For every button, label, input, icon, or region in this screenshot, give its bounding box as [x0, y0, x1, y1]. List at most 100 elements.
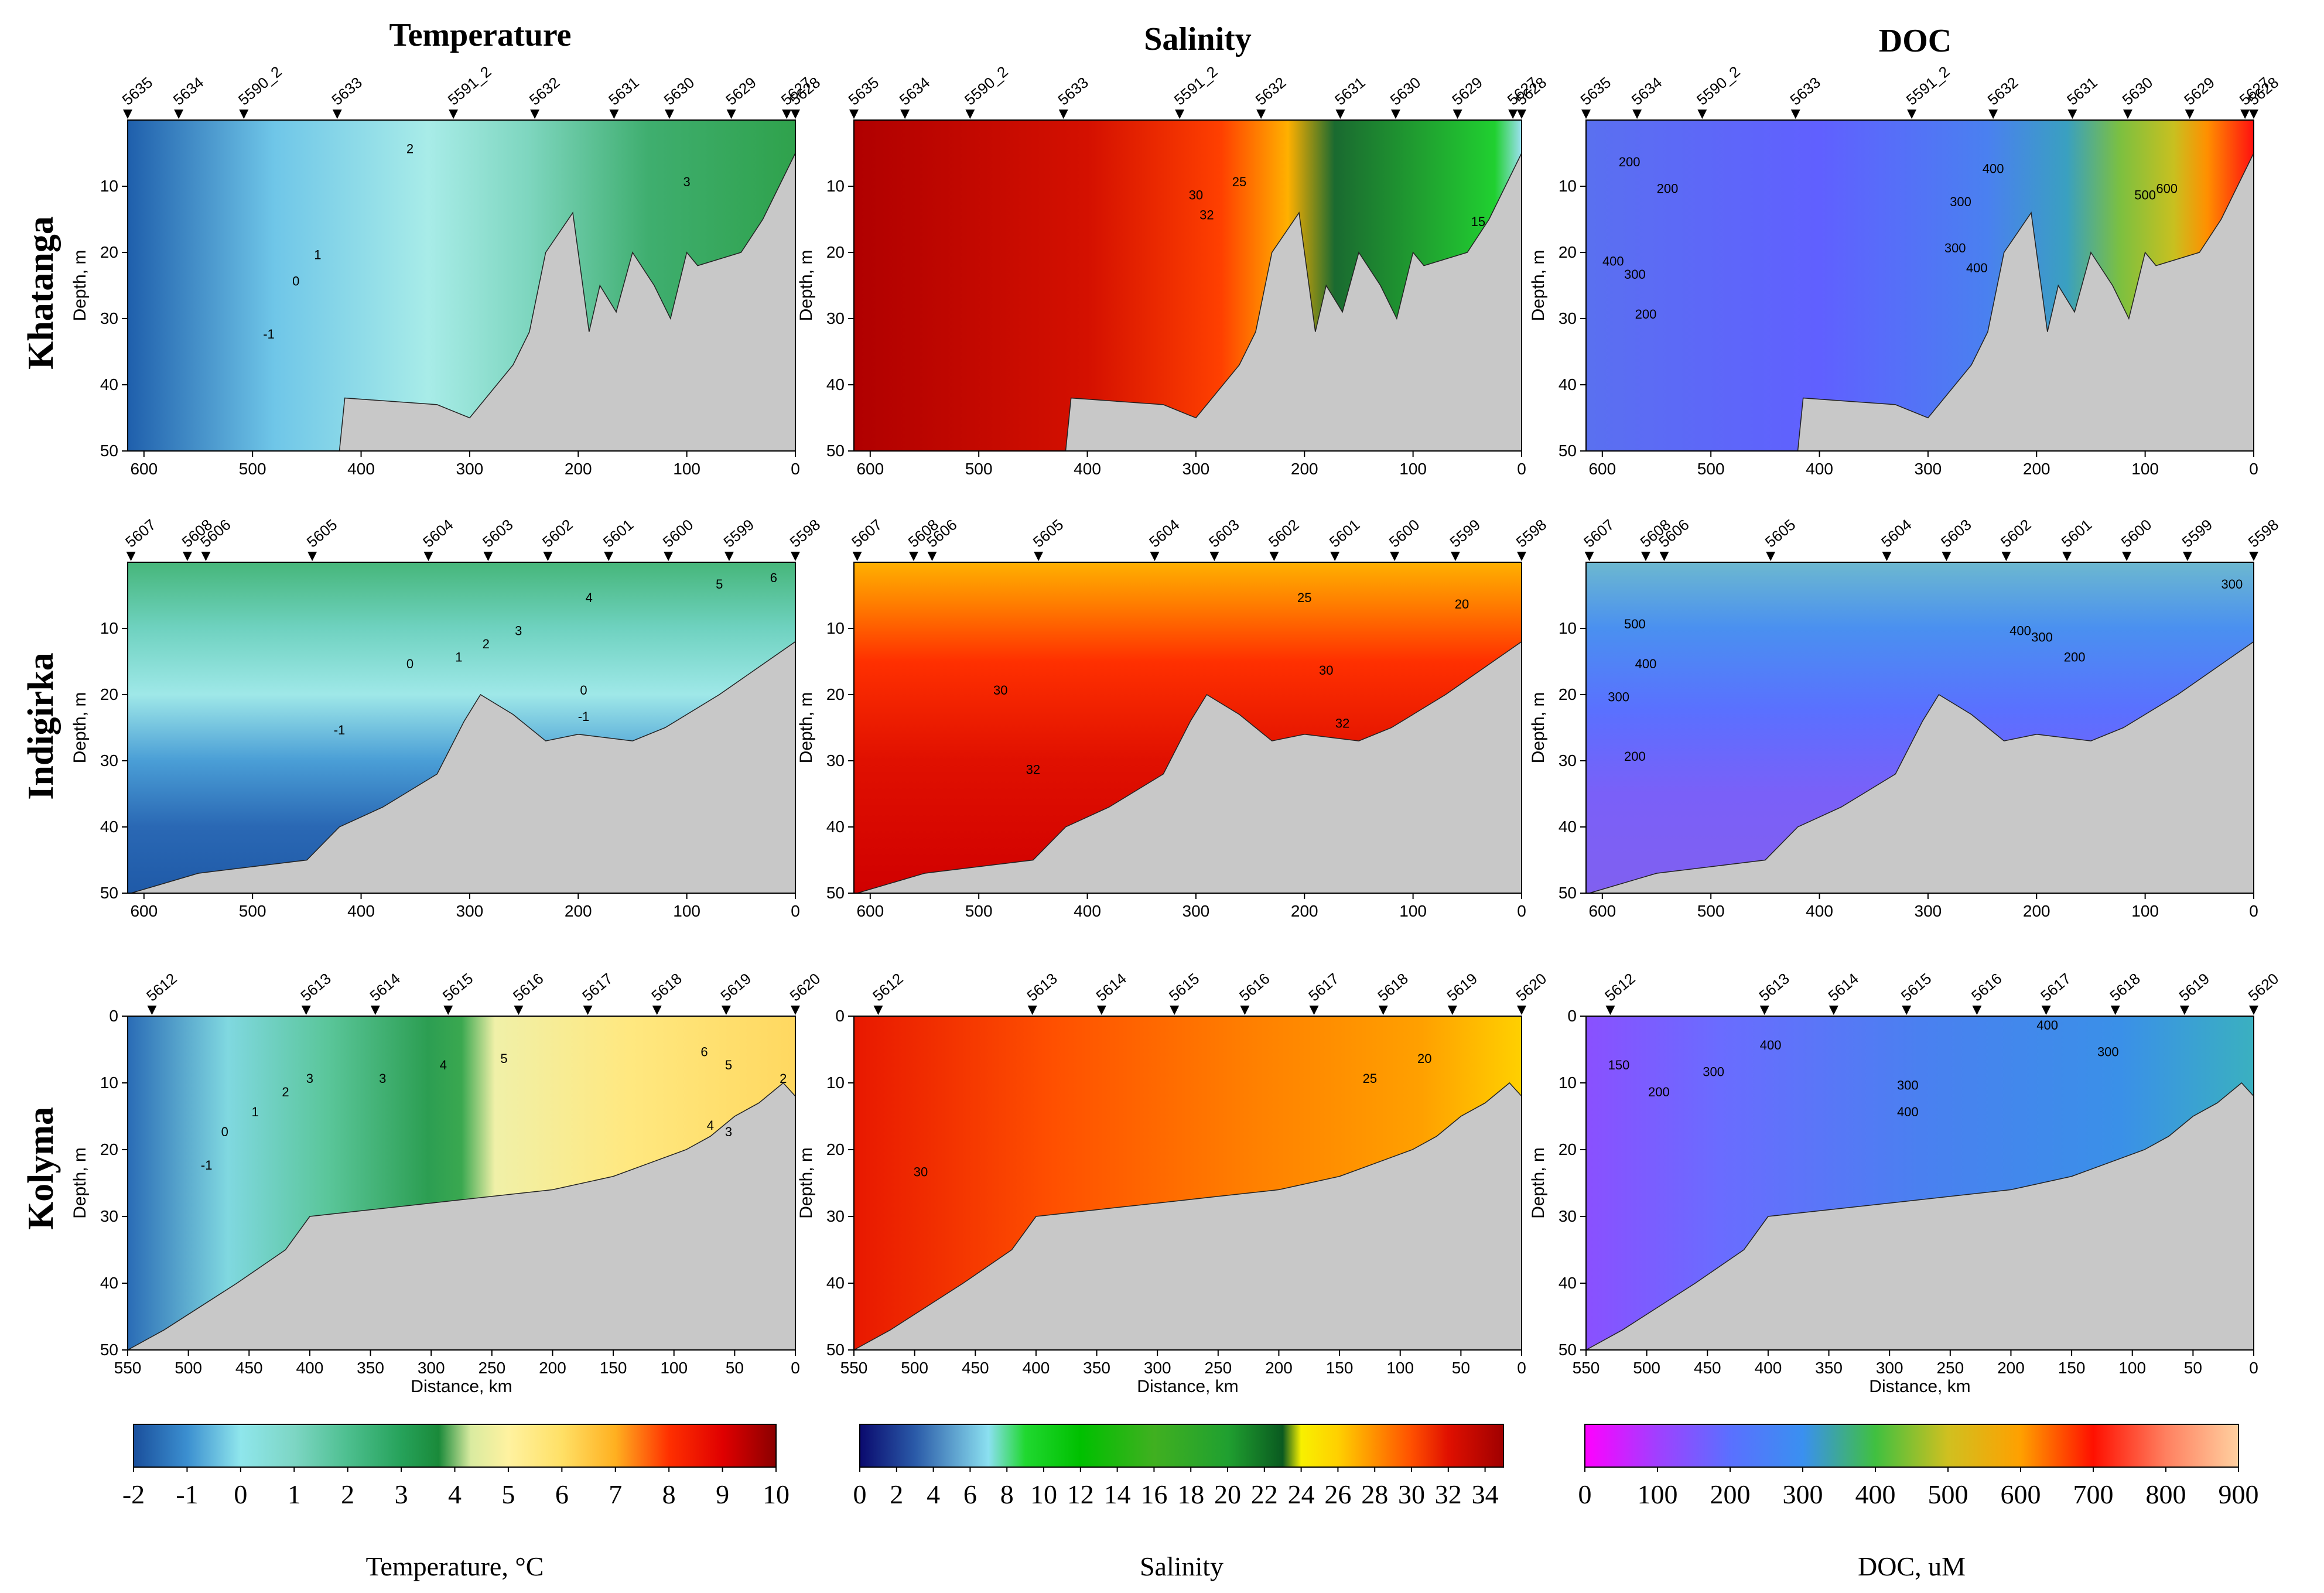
colorbar-tick-label: 4	[927, 1479, 940, 1509]
y-tick-label: 20	[1559, 243, 1577, 261]
x-tick-label: 200	[539, 1359, 566, 1377]
contour-label: 200	[1619, 155, 1641, 169]
station-marker	[1450, 552, 1460, 561]
contour-label: 3	[725, 1124, 732, 1139]
station-label: 5629	[2181, 73, 2218, 108]
contour-label: 400	[1602, 254, 1624, 269]
x-tick-label: 200	[1291, 902, 1318, 920]
station-marker	[664, 552, 674, 561]
x-tick-label: 0	[1517, 1359, 1526, 1377]
station-label: 5617	[579, 969, 616, 1004]
station-label: 5603	[479, 515, 517, 551]
y-tick-label: 20	[100, 1140, 118, 1158]
frame-kolyma-temperature	[127, 1016, 796, 1351]
y-tick-label: 30	[100, 751, 118, 770]
station-marker	[1175, 110, 1185, 119]
station-marker	[1988, 110, 1998, 119]
colorbar-tick-label: 20	[1214, 1479, 1241, 1509]
colorbar-tick-label: 400	[1855, 1479, 1896, 1509]
contour-label: 30	[993, 683, 1007, 698]
y-tick-label: 40	[826, 818, 845, 836]
station-label: 5618	[1374, 969, 1412, 1004]
contour-label: 2	[282, 1085, 289, 1099]
x-tick-label: 300	[1182, 902, 1210, 920]
contour-label: 2	[483, 637, 490, 651]
y-tick-label: 0	[109, 1007, 118, 1025]
y-axis-label: Depth, m	[797, 1147, 816, 1219]
colorbar-tick-label: 0	[853, 1479, 867, 1509]
station-label: 5598	[787, 515, 824, 551]
colorbar-tick-label: 100	[1638, 1479, 1678, 1509]
contour-label: 500	[2134, 188, 2156, 203]
colorbar-tick-label: 2	[890, 1479, 903, 1509]
contour-label: 32	[1026, 763, 1040, 777]
contour-label: 200	[1635, 307, 1657, 322]
colorbar-tick-label: 8	[1000, 1479, 1014, 1509]
station-marker	[2240, 110, 2250, 119]
x-tick-label: 300	[1876, 1359, 1903, 1377]
contour-label: 150	[1608, 1058, 1630, 1072]
station-label: 5620	[787, 969, 824, 1004]
y-tick-label: 30	[100, 1207, 118, 1225]
x-tick-label: 400	[1806, 460, 1833, 478]
station-label: 5634	[896, 73, 934, 108]
station-label: 5619	[2175, 969, 2213, 1004]
contour-label: 25	[1232, 175, 1246, 189]
station-label: 5633	[328, 73, 365, 108]
x-tick-label: 0	[1517, 460, 1526, 478]
colorbar-tick-label: 9	[716, 1479, 729, 1509]
colorbar-temperature: -2 -1 0 1 2 3 4 5 6 7 8 9 10 Temperature, °C	[122, 1424, 790, 1581]
station-marker	[182, 552, 192, 561]
x-tick-label: 0	[1517, 902, 1526, 920]
x-tick-label: 400	[1023, 1359, 1050, 1377]
x-tick-label: 450	[1694, 1359, 1721, 1377]
x-tick-label: 600	[1588, 460, 1616, 478]
panel-kolyma-salinity: 20 25 30 5612 5613 5614 5615 5616 5617 5618 5619 56…	[797, 969, 1550, 1396]
station-marker	[791, 552, 800, 561]
colorbar-tick-label: 1	[288, 1479, 301, 1509]
station-marker	[1632, 110, 1642, 119]
colorbar-tick-label: 5	[501, 1479, 515, 1509]
contour-label: 400	[1966, 261, 1988, 275]
x-tick-label: 0	[2249, 1359, 2258, 1377]
colorbar-doc: 0 100 200 300 400 500 600 700 800 900 DOC, uM	[1578, 1424, 2259, 1581]
seafloor-kolyma-salinity	[853, 1082, 1522, 1351]
panel-khatanga-salinity: 25 30 32 15 5635 5634 5590_2 5633 5591_2 5632 5631…	[797, 63, 1550, 478]
x-tick-label: 100	[673, 902, 700, 920]
y-tick-label: 30	[1559, 309, 1577, 327]
station-label: 5604	[1878, 515, 1915, 551]
contour-label: 200	[2064, 650, 2086, 665]
station-marker	[1335, 110, 1345, 119]
station-marker	[1256, 110, 1266, 119]
y-tick-label: 10	[826, 177, 845, 195]
y-tick-label: 50	[100, 884, 118, 902]
colorbar-tick-label: 3	[395, 1479, 408, 1509]
colorbar-tick-label: 2	[341, 1479, 354, 1509]
x-tick-label: 50	[2184, 1359, 2202, 1377]
x-tick-label: 0	[2249, 902, 2258, 920]
station-marker	[1902, 1006, 1912, 1015]
station-marker	[724, 552, 734, 561]
x-tick-label: 450	[235, 1359, 263, 1377]
station-label: 5630	[2119, 73, 2156, 108]
station-marker	[174, 110, 184, 119]
station-label: 5633	[1054, 73, 1092, 108]
contour-label: 600	[2156, 181, 2178, 196]
x-tick-label: 200	[565, 902, 592, 920]
contour-label: 6	[770, 570, 777, 585]
contour-label: 0	[580, 683, 587, 698]
contour-label: 32	[1335, 716, 1349, 731]
x-tick-label: 550	[840, 1359, 868, 1377]
row-title-khatanga: Khatanga	[21, 216, 61, 370]
y-tick-label: 30	[826, 309, 845, 327]
x-tick-label: 0	[791, 902, 800, 920]
colorbar-tick-label: -1	[176, 1479, 198, 1509]
y-tick-label: 30	[826, 751, 845, 770]
y-axis-label: Depth, m	[797, 692, 816, 764]
row-title-kolyma: Kolyma	[21, 1107, 61, 1230]
station-marker	[1829, 1006, 1838, 1015]
y-tick-label: 0	[835, 1007, 845, 1025]
x-tick-label: 600	[130, 902, 158, 920]
